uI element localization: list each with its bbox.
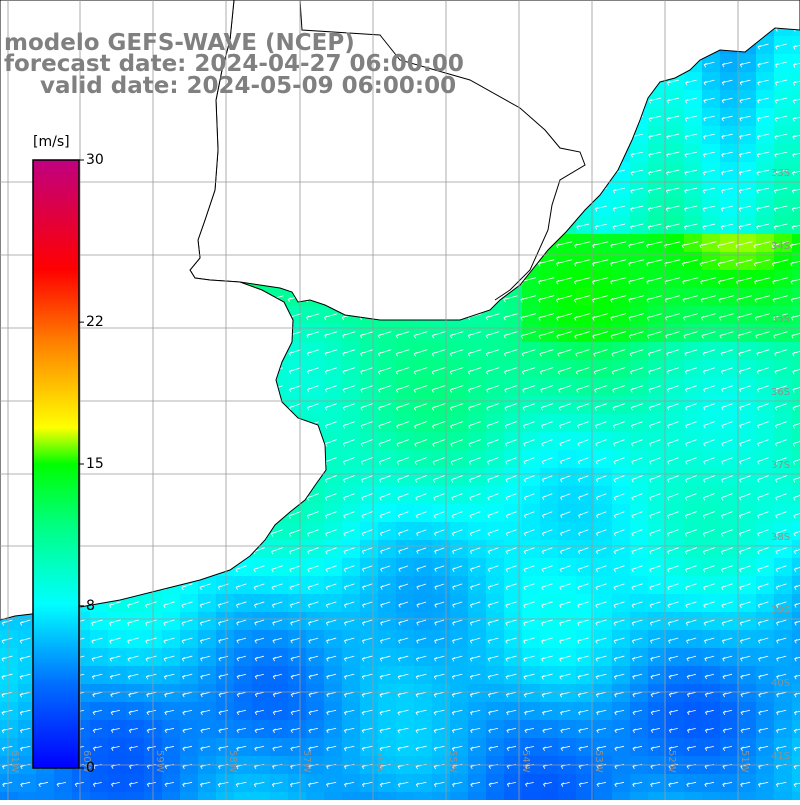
field-cell <box>486 792 505 805</box>
field-cell <box>792 72 800 91</box>
field-cell <box>792 666 800 685</box>
field-cell <box>666 792 685 805</box>
field-cell <box>324 792 343 805</box>
field-cell <box>792 414 800 433</box>
field-cell <box>612 792 631 805</box>
field-cell <box>72 792 91 805</box>
field-cell <box>648 792 667 805</box>
field-cell <box>558 792 577 805</box>
field-cell <box>792 180 800 199</box>
field-cell <box>360 792 379 805</box>
field-cell <box>792 504 800 523</box>
field-cell <box>792 252 800 271</box>
field-cell <box>306 792 325 805</box>
field-cell <box>792 468 800 487</box>
field-cell <box>522 792 541 805</box>
field-cell <box>18 792 37 805</box>
field-cell <box>792 270 800 289</box>
field-cell <box>468 792 487 805</box>
field-cell <box>792 630 800 649</box>
field-cell <box>792 594 800 613</box>
field-cell <box>702 792 721 805</box>
field-cell <box>234 792 253 805</box>
field-cell <box>180 792 199 805</box>
field-cell <box>594 792 613 805</box>
field-cell <box>792 522 800 541</box>
field-cell <box>792 198 800 217</box>
field-cell <box>450 792 469 805</box>
field-cell <box>792 612 800 631</box>
field-cell <box>792 540 800 559</box>
field-cell <box>108 792 127 805</box>
field-cell <box>792 90 800 109</box>
field-cell <box>0 792 19 805</box>
field-cell <box>432 792 451 805</box>
field-cell <box>792 558 800 577</box>
field-cell <box>792 648 800 667</box>
field-cell <box>792 288 800 307</box>
field-cell <box>396 792 415 805</box>
field-cell <box>792 396 800 415</box>
field-cell <box>414 792 433 805</box>
field-cell <box>504 792 523 805</box>
field-cell <box>792 126 800 145</box>
field-cell <box>792 450 800 469</box>
field-cell <box>720 792 739 805</box>
field-cell <box>792 306 800 325</box>
field-cell <box>792 216 800 235</box>
field-cell <box>126 792 145 805</box>
field-cell <box>36 792 55 805</box>
field-cell <box>792 432 800 451</box>
field-cell <box>792 108 800 127</box>
field-cell <box>756 792 775 805</box>
field-cell <box>198 792 217 805</box>
field-cell <box>630 792 649 805</box>
field-cell <box>774 792 793 805</box>
field-cell <box>792 360 800 379</box>
field-cell <box>792 342 800 361</box>
field-cell <box>252 792 271 805</box>
field-cell <box>342 792 361 805</box>
field-cell <box>90 792 109 805</box>
field-cell <box>792 234 800 253</box>
field-cell <box>738 792 757 805</box>
field-cell <box>792 144 800 163</box>
field-cell <box>162 792 181 805</box>
field-cell <box>540 792 559 805</box>
field-cell <box>792 378 800 397</box>
field-cell <box>792 54 800 73</box>
field-cell <box>792 162 800 181</box>
field-cell <box>378 792 397 805</box>
field-cell <box>270 792 289 805</box>
field-cell <box>792 36 800 55</box>
field-cell <box>216 792 235 805</box>
field-cell <box>288 792 307 805</box>
field-cell <box>54 792 73 805</box>
field-cell <box>792 792 800 805</box>
field-cell <box>792 324 800 343</box>
field-cell <box>792 576 800 595</box>
field-cell <box>684 792 703 805</box>
field-cell <box>792 486 800 505</box>
